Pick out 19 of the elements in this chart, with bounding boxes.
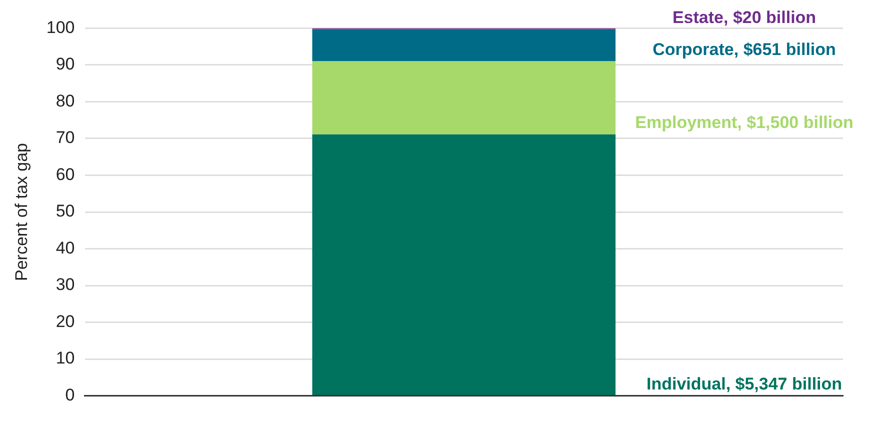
y-tick-label: 70 (56, 128, 75, 148)
bar (312, 134, 616, 396)
text: Corporate, $651 billion (652, 40, 836, 59)
series-label: Individual, $5,347 billion (646, 374, 842, 394)
y-tick-label: 10 (56, 348, 75, 368)
bar (312, 61, 616, 134)
text: Estate, $20 billion (672, 8, 816, 27)
y-tick-label: 100 (46, 18, 75, 37)
y-tick-label: 40 (56, 238, 75, 258)
bar (312, 29, 616, 62)
y-tick-label: 0 (65, 385, 75, 404)
series-label: Employment, $1,500 billion (635, 113, 854, 132)
y-tick-label: 30 (56, 275, 75, 294)
y-tick-label: 50 (56, 202, 75, 221)
y-tick-label: 20 (56, 312, 75, 331)
y-axis-title: Percent of tax gap (12, 143, 31, 281)
y-tick-label: 90 (56, 54, 75, 74)
y-tick-label: 80 (56, 91, 75, 110)
y-tick-label: 60 (56, 164, 75, 184)
